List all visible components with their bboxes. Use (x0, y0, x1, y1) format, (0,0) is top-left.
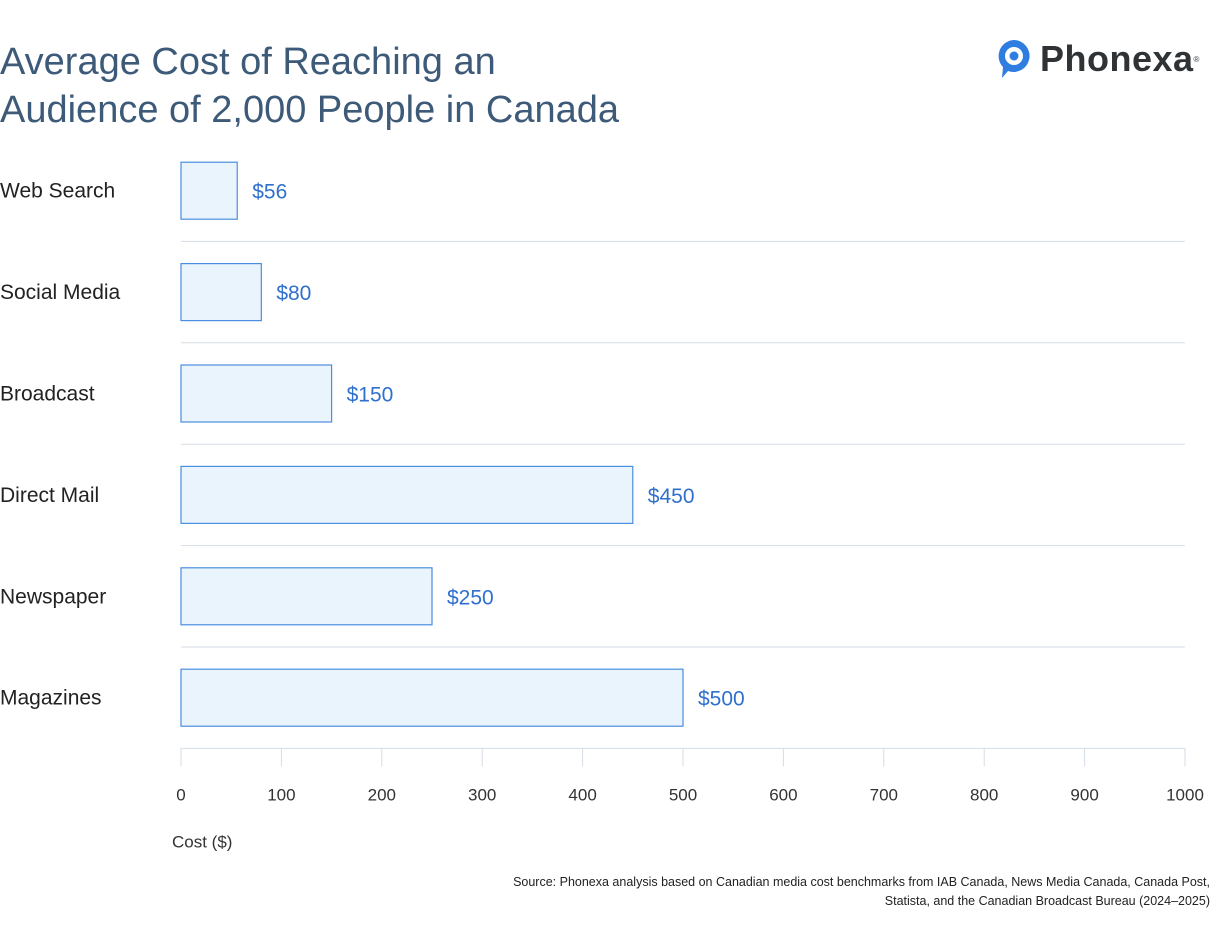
chart-title: Average Cost of Reaching an Audience of … (0, 38, 619, 134)
bar (180, 668, 684, 727)
x-tick-label: 1000 (1166, 785, 1204, 804)
speech-bubble-pin-icon (998, 40, 1030, 78)
x-tick-label: 200 (368, 785, 396, 804)
logo-text: Phonexa (1040, 38, 1194, 79)
category-label: Magazines (0, 687, 102, 710)
category-label: Newspaper (0, 585, 106, 608)
title-line-2: Audience of 2,000 People in Canada (0, 89, 620, 131)
category-label: Broadcast (0, 383, 95, 406)
phonexa-logo: Phonexa ® (996, 38, 1199, 80)
x-tick-label: 700 (870, 785, 898, 804)
x-tick-label: 0 (176, 785, 185, 804)
category-label: Direct Mail (0, 484, 99, 507)
bar-chart: Web Search $56 Social Media $80 Broadcast $15… (0, 161, 1204, 851)
value-label: $450 (648, 485, 695, 508)
value-label: $150 (347, 384, 394, 407)
x-axis-label: Cost ($) (172, 832, 232, 851)
bar (180, 465, 634, 524)
source-note: Source: Phonexa analysis based on Canadi… (513, 875, 1210, 908)
x-tick-label: 600 (769, 785, 797, 804)
bar (180, 567, 433, 626)
title-line-1: Average Cost of Reaching an (0, 41, 496, 83)
value-label: $56 (252, 181, 287, 204)
x-tick-label: 400 (568, 785, 596, 804)
value-label: $250 (447, 586, 494, 609)
category-label: Social Media (0, 281, 121, 304)
category-label: Web Search (0, 180, 115, 203)
registered-mark: ® (1193, 54, 1200, 64)
bar (180, 263, 262, 322)
x-tick-label: 800 (970, 785, 998, 804)
bar (180, 161, 238, 220)
x-tick-label: 900 (1070, 785, 1098, 804)
x-tick-label: 500 (669, 785, 697, 804)
value-label: $80 (276, 282, 311, 305)
value-label: $500 (698, 688, 745, 711)
x-tick-label: 300 (468, 785, 496, 804)
bar (180, 364, 333, 423)
x-tick-label: 100 (267, 785, 295, 804)
